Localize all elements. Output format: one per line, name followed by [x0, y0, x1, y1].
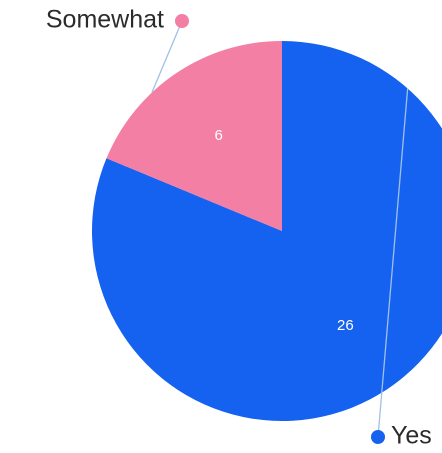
slice-value-yes: 26 — [337, 317, 354, 334]
slice-value-labels: 26 6 — [214, 127, 353, 334]
slice-value-somewhat: 6 — [214, 127, 222, 144]
legend-label-yes: Yes — [391, 422, 432, 450]
leader-line-yes — [377, 88, 409, 438]
slice-callouts: Yes Somewhat — [46, 6, 432, 450]
leader-line-somewhat — [151, 20, 183, 93]
legend-label-somewhat: Somewhat — [46, 6, 164, 34]
leader-lines — [151, 20, 409, 438]
slice-yes — [92, 41, 442, 421]
legend-marker-yes — [371, 430, 385, 444]
slice-somewhat — [106, 41, 282, 231]
legend-marker-somewhat — [175, 14, 189, 28]
pie-slices — [92, 41, 442, 421]
